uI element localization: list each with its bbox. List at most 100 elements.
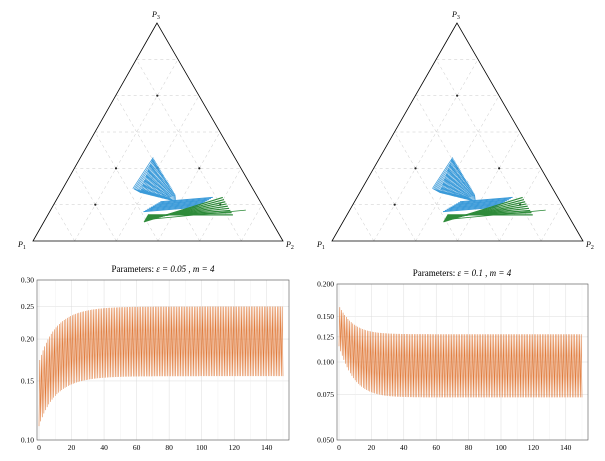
plot-title: Parameters: ε = 0.1 , m = 4 [413, 268, 512, 278]
y-tick-label: 0.20 [21, 335, 34, 344]
y-tick-label: 0.150 [317, 312, 334, 321]
ternary-plot-2: P3 P1 P2 [316, 10, 594, 251]
x-tick-label: 80 [465, 443, 473, 452]
ternary-trajectories [432, 157, 546, 223]
ternary-gridline [415, 95, 500, 242]
ternary-trajectories [132, 157, 246, 223]
x-tick-labels: 0 20 40 60 80 100 120 140 [37, 443, 272, 452]
plot-frame [36, 279, 290, 441]
x-tick-label: 140 [261, 443, 273, 452]
y-tick-labels: 0.10 0.15 0.20 0.25 0.30 [21, 276, 34, 445]
trajectory-blue-band [158, 197, 211, 204]
series-line [338, 307, 583, 398]
trajectory-blue-band [149, 203, 202, 209]
x-tick-label: 0 [37, 443, 41, 452]
x-tick-label: 140 [560, 443, 572, 452]
ternary-gridline [116, 95, 200, 242]
y-tick-label: 0.200 [317, 280, 334, 289]
y-tick-label: 0.25 [21, 302, 34, 311]
vertex-label-p2: P2 [285, 240, 294, 251]
ternary-gridline [457, 131, 521, 242]
trajectory-blue-band [156, 199, 210, 205]
ternary-gridline [53, 204, 75, 242]
ternary-gridline [435, 59, 542, 242]
x-tick-label: 0 [337, 443, 341, 452]
grid-dot [114, 167, 118, 170]
x-tick-label: 40 [400, 443, 408, 452]
ternary-gridline [74, 168, 117, 242]
ternary-gridline [352, 204, 375, 242]
grid-dot [498, 167, 501, 170]
series-path [38, 306, 284, 427]
ternary-gridline [115, 95, 200, 242]
grid-dot [456, 94, 459, 97]
vertex-label-p1: P1 [316, 240, 325, 251]
x-tick-label: 120 [229, 443, 241, 452]
trajectory-blue-band [160, 196, 213, 203]
series-path [338, 307, 583, 398]
vertex-label-p2: P2 [585, 240, 594, 251]
x-tick-label: 60 [133, 443, 141, 452]
x-tick-labels: 0 20 40 60 80 100 120 140 [337, 443, 572, 452]
grid-dot [156, 94, 159, 97]
y-tick-label: 0.30 [21, 276, 34, 285]
trajectory-blue-band [450, 202, 504, 208]
trajectory-blue-band [154, 200, 208, 206]
vertex-label-p3: P3 [451, 10, 460, 21]
trajectory-blue [132, 157, 177, 202]
ternary-gridline [94, 131, 159, 242]
ternary-gridline [74, 59, 179, 242]
x-tick-label: 40 [100, 443, 108, 452]
trajectory-blue-band [448, 203, 502, 209]
trajectory-blue [432, 157, 476, 202]
ternary-grid [53, 59, 263, 242]
x-tick-label: 60 [432, 443, 440, 452]
ternary-gridline [373, 59, 479, 242]
grid-dot [414, 167, 417, 170]
plot-frame [336, 283, 589, 441]
trajectory-blue-band [145, 205, 198, 211]
trajectory-blue-band [452, 201, 506, 207]
trajectory-blue-band [446, 204, 500, 210]
trajectory-green-tail [150, 209, 246, 220]
grid-dot [94, 203, 97, 206]
trajectory-blue-band [459, 196, 513, 203]
timeseries-plot-2: Parameters: ε = 0.1 , m = 4 0.0500.0750.… [317, 268, 589, 452]
trajectory-green [443, 196, 523, 223]
trajectory-blue-band [150, 202, 204, 208]
x-tick-label: 100 [495, 443, 507, 452]
y-tick-label: 0.075 [317, 390, 334, 399]
vertex-label-p1: P1 [17, 240, 26, 251]
y-tick-label: 0.100 [317, 358, 334, 367]
y-tick-label: 0.15 [21, 376, 34, 385]
plot-title: Parameters: ε = 0.05 , m = 4 [112, 264, 215, 274]
ternary-gridline [136, 59, 242, 242]
x-tick-label: 120 [528, 443, 540, 452]
ternary-gridline [199, 168, 242, 242]
ternary-gridline [157, 131, 221, 242]
x-tick-label: 100 [196, 443, 208, 452]
trajectory-blue-band [152, 201, 206, 207]
x-tick-label: 20 [68, 443, 76, 452]
y-tick-label: 0.050 [317, 436, 334, 445]
ternary-gridline [415, 95, 500, 242]
ternary-frame [331, 22, 584, 242]
ternary-grid [352, 59, 563, 242]
ternary-gridline [540, 204, 563, 242]
y-tick-label: 0.10 [21, 436, 34, 445]
trajectory-blue-band [147, 204, 200, 210]
y-tick-label: 0.125 [317, 332, 334, 341]
ternary-gridline [241, 204, 263, 242]
trajectory-green [143, 196, 223, 223]
trajectory-blue-band [444, 205, 498, 211]
grid-dot [198, 167, 201, 170]
ternary-gridline [373, 168, 416, 242]
grid-dot [393, 203, 396, 206]
series-line [38, 306, 284, 427]
timeseries-plot-1: Parameters: ε = 0.05 , m = 4 0.10 0.15 0.2… [21, 264, 290, 452]
x-tick-label: 20 [368, 443, 376, 452]
y-tick-labels: 0.050 0.075 0.100 0.125 0.150 0.200 [317, 280, 334, 445]
x-tick-label: 80 [165, 443, 173, 452]
trajectory-blue-band [456, 199, 509, 205]
